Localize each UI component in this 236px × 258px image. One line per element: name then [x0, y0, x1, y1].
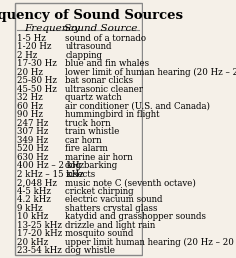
Text: 13-25 kHz: 13-25 kHz: [17, 221, 63, 230]
Text: car horn: car horn: [65, 136, 102, 145]
Text: drizzle and light rain: drizzle and light rain: [65, 221, 156, 230]
Text: bat sonar clicks: bat sonar clicks: [65, 76, 134, 85]
Text: train whistle: train whistle: [65, 127, 120, 136]
Text: 2 kHz – 15 kHz: 2 kHz – 15 kHz: [17, 170, 84, 179]
Text: upper limit human hearing (20 Hz – 20 kHz): upper limit human hearing (20 Hz – 20 kH…: [65, 238, 236, 247]
Text: 20 Hz: 20 Hz: [17, 68, 43, 77]
Text: 2 Hz: 2 Hz: [17, 51, 38, 60]
FancyBboxPatch shape: [15, 3, 142, 255]
Text: shatters crystal glass: shatters crystal glass: [65, 204, 158, 213]
Text: 20 kHz: 20 kHz: [17, 238, 49, 247]
Text: 400 Hz – 2 kHz: 400 Hz – 2 kHz: [17, 161, 84, 170]
Text: ultrasonic cleaner: ultrasonic cleaner: [65, 85, 143, 94]
Text: dog whistle: dog whistle: [65, 246, 115, 255]
Text: 90 Hz: 90 Hz: [17, 110, 43, 119]
Text: 32 Hz: 32 Hz: [17, 93, 43, 102]
Text: fire alarm: fire alarm: [65, 144, 108, 153]
Text: electric vacuum sound: electric vacuum sound: [65, 195, 163, 204]
Text: 9 kHz: 9 kHz: [17, 204, 43, 213]
Text: 349 Hz: 349 Hz: [17, 136, 49, 145]
Text: Sound Source: Sound Source: [64, 25, 137, 34]
Text: katydid and grasshopper sounds: katydid and grasshopper sounds: [65, 212, 206, 221]
Text: 4-5 kHz: 4-5 kHz: [17, 187, 51, 196]
Text: cricket chirping: cricket chirping: [65, 187, 134, 196]
Text: 23-54 kHz: 23-54 kHz: [17, 246, 62, 255]
Text: 1-5 Hz: 1-5 Hz: [17, 34, 46, 43]
Text: 17-20 kHz: 17-20 kHz: [17, 229, 63, 238]
Text: truck horn: truck horn: [65, 119, 111, 128]
Text: Frequency of Sound Sources: Frequency of Sound Sources: [0, 9, 183, 22]
Text: 520 Hz: 520 Hz: [17, 144, 49, 153]
Text: hummingbird in flight: hummingbird in flight: [65, 110, 160, 119]
Text: quartz watch: quartz watch: [65, 93, 122, 102]
Text: music note C (seventh octave): music note C (seventh octave): [65, 178, 196, 187]
Text: 307 Hz: 307 Hz: [17, 127, 49, 136]
Text: 1-20 Hz: 1-20 Hz: [17, 42, 52, 51]
Text: 4.2 kHz: 4.2 kHz: [17, 195, 51, 204]
Text: 25-80 Hz: 25-80 Hz: [17, 76, 57, 85]
Text: clapping: clapping: [65, 51, 102, 60]
Text: 45-50 Hz: 45-50 Hz: [17, 85, 57, 94]
Text: mosquito sound: mosquito sound: [65, 229, 134, 238]
Text: marine air horn: marine air horn: [65, 153, 133, 162]
Text: lower limit of human hearing (20 Hz – 20 kHz): lower limit of human hearing (20 Hz – 20…: [65, 68, 236, 77]
Text: 17-30 Hz: 17-30 Hz: [17, 59, 57, 68]
Text: blue and fin whales: blue and fin whales: [65, 59, 150, 68]
Text: air conditioner (U.S. and Canada): air conditioner (U.S. and Canada): [65, 102, 211, 111]
Text: dog barking: dog barking: [65, 161, 118, 170]
Text: 630 Hz: 630 Hz: [17, 153, 49, 162]
Text: ultrasound: ultrasound: [65, 42, 112, 51]
Text: Frequency: Frequency: [24, 25, 80, 34]
Text: 2,048 Hz: 2,048 Hz: [17, 178, 57, 187]
Text: sound of a tornado: sound of a tornado: [65, 34, 147, 43]
Text: 10 kHz: 10 kHz: [17, 212, 49, 221]
Text: insects: insects: [65, 170, 96, 179]
Text: 247 Hz: 247 Hz: [17, 119, 49, 128]
Text: 60 Hz: 60 Hz: [17, 102, 43, 111]
